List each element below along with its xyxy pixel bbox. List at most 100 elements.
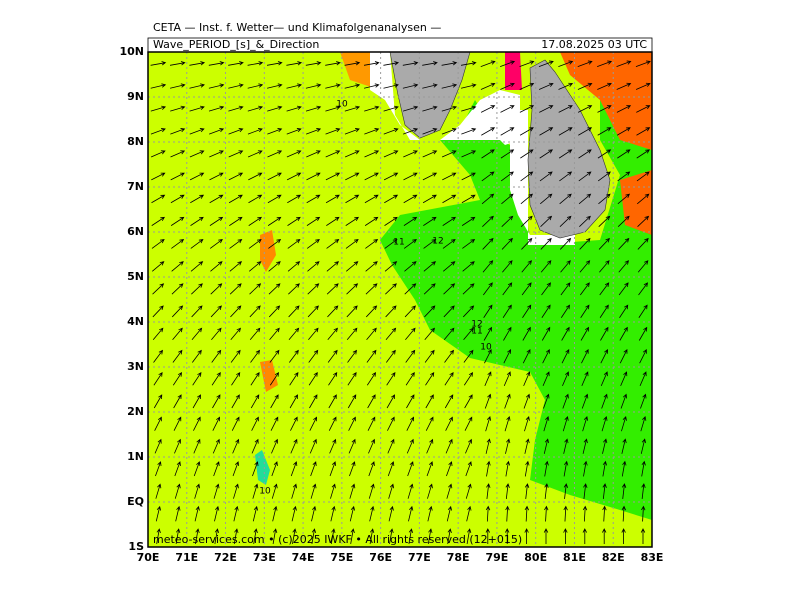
- lon-label: 78E: [447, 551, 470, 564]
- wave-arrow: [311, 505, 317, 522]
- wave-arrow: [540, 260, 552, 273]
- wave-arrow: [446, 483, 453, 499]
- wave-arrow: [347, 349, 358, 363]
- wave-arrow: [597, 60, 613, 67]
- wave-arrow: [641, 460, 646, 477]
- wave-arrow: [349, 461, 356, 477]
- wave-arrow: [424, 327, 435, 341]
- wave-arrow: [503, 349, 511, 364]
- wave-arrow: [558, 82, 574, 90]
- contour-label: 11: [471, 327, 482, 337]
- wave-arrow: [175, 528, 181, 544]
- wave-arrow: [598, 193, 611, 205]
- wave-arrow: [229, 261, 243, 272]
- wave-arrow: [192, 349, 202, 363]
- orange-patch: [560, 52, 652, 150]
- wave-arrow: [150, 105, 167, 112]
- wave-arrow: [427, 505, 433, 522]
- wave-arrow: [597, 82, 612, 90]
- wave-arrow: [228, 172, 244, 181]
- wave-arrow: [640, 528, 646, 544]
- wave-arrow: [442, 238, 456, 249]
- wave-arrow: [231, 416, 240, 431]
- wave-arrow: [325, 128, 341, 135]
- wave-arrow: [480, 82, 496, 90]
- wave-arrow: [579, 215, 591, 227]
- wave-arrow: [384, 216, 398, 226]
- wave-arrow: [212, 416, 220, 431]
- wave-arrow: [286, 150, 302, 158]
- wave-arrow: [171, 238, 185, 249]
- wave-arrow: [388, 505, 394, 522]
- wave-arrow: [193, 438, 201, 454]
- wave-arrow: [383, 150, 399, 158]
- wave-arrow: [524, 415, 530, 432]
- wave-arrow: [407, 483, 414, 499]
- wave-arrow: [232, 461, 240, 477]
- lat-label: 7N: [127, 180, 144, 193]
- wave-arrow: [577, 82, 593, 90]
- wave-arrow: [598, 215, 611, 227]
- wave-arrow: [286, 61, 303, 66]
- wave-arrow: [483, 326, 492, 341]
- wave-arrow: [192, 371, 202, 386]
- wave-arrow: [563, 460, 569, 477]
- wave-arrow: [597, 149, 612, 159]
- wave-arrow: [209, 194, 224, 204]
- wave-arrow: [289, 349, 299, 363]
- wave-arrow: [250, 394, 260, 409]
- wave-arrow: [367, 394, 376, 409]
- wave-arrow: [306, 194, 321, 204]
- wave-arrow: [247, 105, 264, 112]
- lon-label: 73E: [253, 551, 276, 564]
- wave-arrow: [598, 237, 610, 250]
- wave-arrow: [484, 371, 492, 387]
- product-label: Wave_PERIOD_[s]_&_Direction: [153, 38, 319, 51]
- wave-arrow: [519, 60, 535, 67]
- coastal-mask: [510, 110, 575, 245]
- wave-arrow: [504, 393, 511, 409]
- wave-arrow: [171, 261, 184, 272]
- wave-arrow: [579, 237, 591, 250]
- wave-arrow: [364, 105, 380, 112]
- wave-arrow: [309, 438, 317, 454]
- wave-arrow: [520, 215, 533, 227]
- wave-arrow: [427, 483, 433, 499]
- wave-arrow: [616, 60, 632, 67]
- wave-arrow: [386, 394, 395, 409]
- wave-arrow: [151, 194, 166, 204]
- wave-arrow: [539, 149, 554, 159]
- wave-arrow: [578, 193, 592, 205]
- wave-arrow: [290, 438, 298, 454]
- wave-arrow: [617, 149, 631, 159]
- wave-arrow: [520, 149, 534, 159]
- wave-arrow: [463, 371, 474, 386]
- wave-arrow: [169, 61, 186, 66]
- wave-arrow: [521, 282, 532, 296]
- lon-label: 77E: [408, 551, 431, 564]
- wave-arrow: [328, 394, 337, 409]
- wave-arrow: [387, 438, 395, 454]
- wave-arrow: [544, 483, 549, 499]
- wave-arrow: [249, 305, 261, 318]
- wave-arrow: [481, 149, 495, 159]
- wave-arrow: [365, 283, 378, 295]
- wave-arrow: [154, 416, 162, 431]
- wave-arrow: [541, 282, 552, 296]
- wave-arrow: [422, 128, 438, 135]
- wave-arrow: [481, 127, 496, 136]
- wave-arrow: [621, 528, 626, 544]
- wave-arrow: [211, 349, 222, 363]
- wave-arrow: [601, 415, 608, 432]
- wave-arrow: [151, 172, 166, 181]
- wave-arrow: [155, 461, 162, 477]
- wave-arrow: [286, 128, 302, 135]
- wave-arrow: [619, 326, 628, 341]
- wave-arrow: [366, 349, 377, 363]
- wave-arrow: [461, 150, 477, 158]
- wave-arrow: [444, 394, 454, 409]
- header-title: CETA — Inst. f. Wetter— und Klimafolgena…: [153, 21, 441, 34]
- wave-arrow: [364, 172, 379, 181]
- wave-arrow: [251, 416, 259, 431]
- contour-label: 12: [471, 320, 482, 330]
